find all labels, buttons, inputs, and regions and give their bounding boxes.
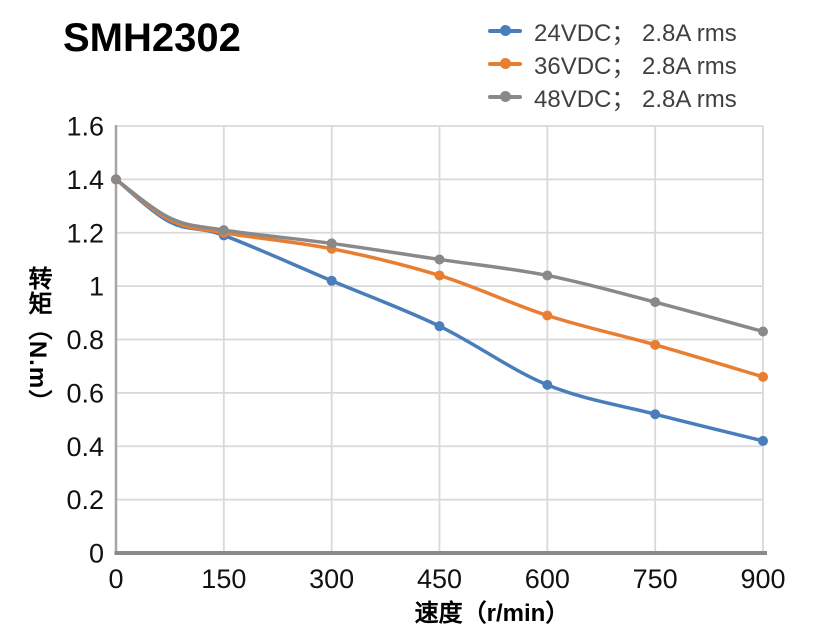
x-tick-label: 0 xyxy=(108,564,123,594)
y-axis-title: 转矩（N.m） xyxy=(24,265,51,415)
data-point-48vdc xyxy=(542,270,553,281)
y-tick-label: 1 xyxy=(89,272,104,302)
data-point-24vdc xyxy=(434,321,445,332)
data-point-48vdc xyxy=(758,326,768,337)
data-point-48vdc xyxy=(218,225,229,236)
data-point-24vdc xyxy=(650,409,661,420)
legend-marker-icon xyxy=(488,25,522,36)
data-point-48vdc xyxy=(650,297,661,308)
x-tick-label: 750 xyxy=(633,564,678,594)
data-point-24vdc xyxy=(326,275,337,286)
data-point-36vdc xyxy=(542,310,553,321)
x-tick-label: 600 xyxy=(525,564,570,594)
y-tick-label: 0.8 xyxy=(66,325,104,355)
x-tick-label: 150 xyxy=(201,564,246,594)
legend-marker-icon xyxy=(488,58,522,69)
y-tick-label: 0.2 xyxy=(66,485,104,515)
legend-item-48vdc: 48VDC； 2.8A rms xyxy=(488,80,737,113)
x-tick-label: 450 xyxy=(417,564,462,594)
y-tick-label: 1.2 xyxy=(66,218,104,248)
data-point-48vdc xyxy=(111,174,121,185)
y-tick-label: 0.6 xyxy=(66,378,104,408)
y-tick-label: 0 xyxy=(89,539,104,569)
legend-label: 36VDC； 2.8A rms xyxy=(534,53,737,80)
legend-marker-icon xyxy=(488,91,522,102)
data-point-48vdc xyxy=(434,254,445,265)
x-axis-title: 速度（r/min） xyxy=(415,599,570,627)
data-point-24vdc xyxy=(758,435,768,446)
legend-label: 24VDC； 2.8A rms xyxy=(534,20,737,47)
x-tick-label: 900 xyxy=(740,564,785,594)
data-point-36vdc xyxy=(650,339,661,350)
y-tick-label: 1.4 xyxy=(66,165,104,195)
chart-title: SMH2302 xyxy=(63,16,241,60)
y-tick-label: 0.4 xyxy=(66,432,104,462)
data-point-48vdc xyxy=(326,238,337,249)
y-tick-label: 1.6 xyxy=(66,112,104,142)
data-point-24vdc xyxy=(542,379,553,390)
legend-item-24vdc: 24VDC； 2.8A rms xyxy=(488,14,737,47)
data-point-36vdc xyxy=(434,270,445,281)
data-point-36vdc xyxy=(758,371,768,382)
legend-label: 48VDC； 2.8A rms xyxy=(534,86,737,113)
legend-item-36vdc: 36VDC； 2.8A rms xyxy=(488,47,737,80)
x-tick-label: 300 xyxy=(309,564,354,594)
legend: 24VDC； 2.8A rms 36VDC； 2.8A rms 48VDC； 2.8… xyxy=(488,14,737,113)
